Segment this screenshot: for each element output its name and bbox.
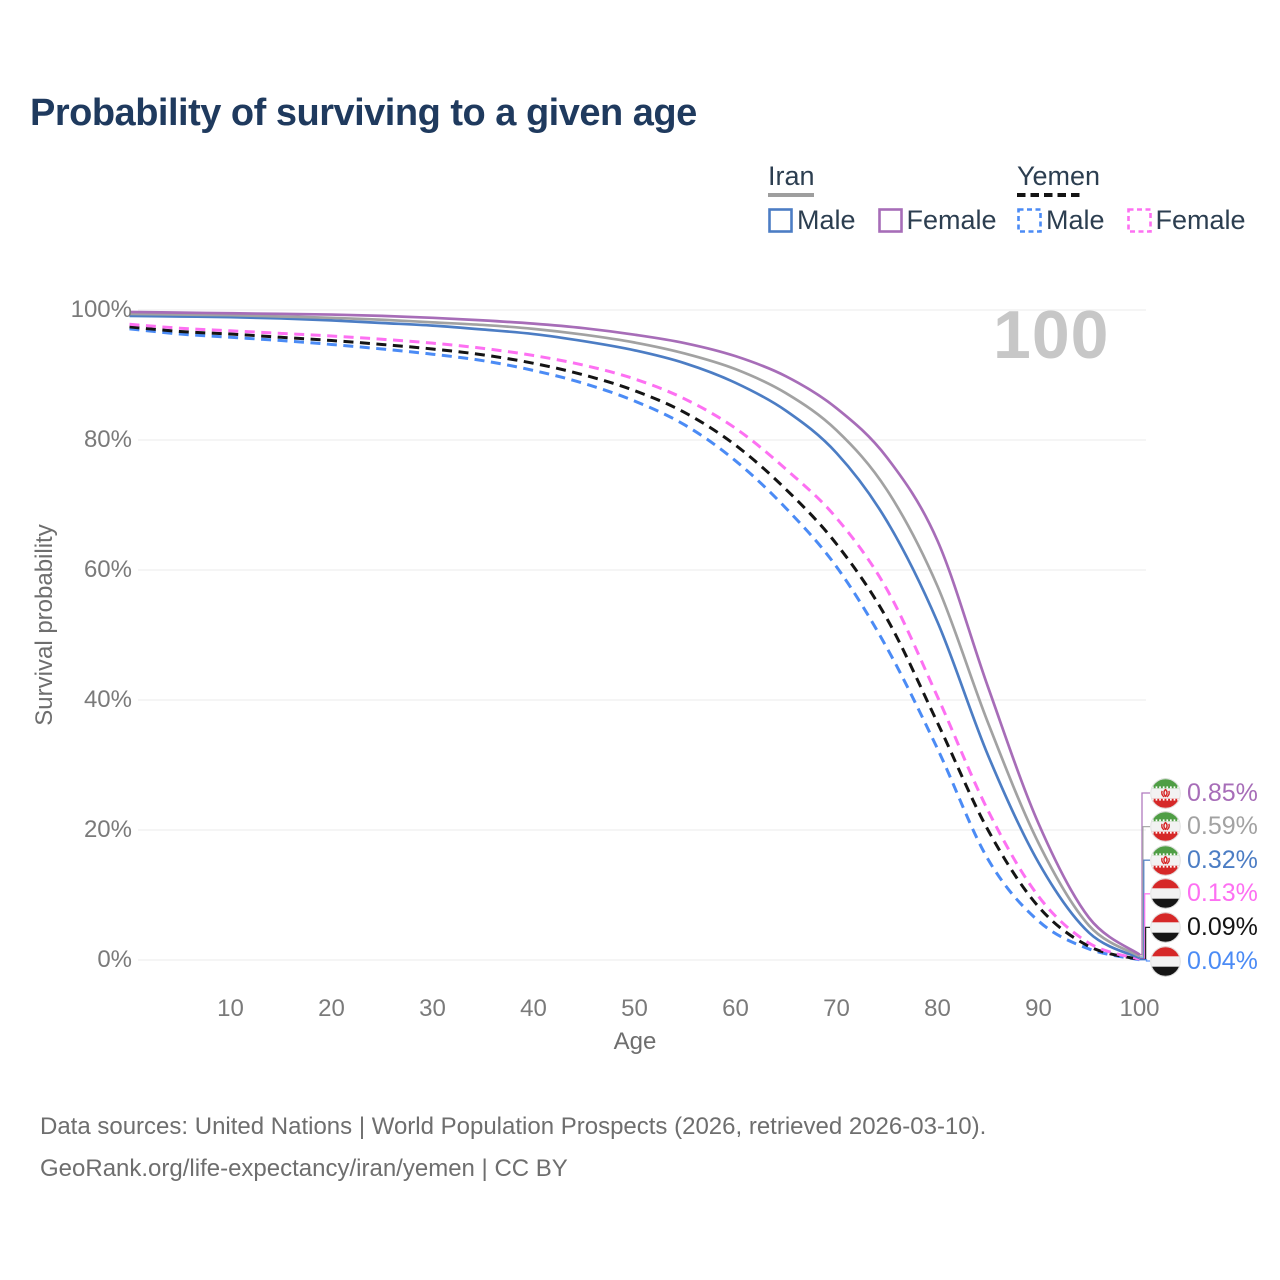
watermark-age-100: 100	[993, 297, 1110, 373]
legend-item-iran-male[interactable]: Male	[768, 205, 856, 236]
end-value-iran-male: 0.32%	[1187, 845, 1258, 874]
end-label-connector-iran-female	[1139, 792, 1150, 956]
legend-label-iran-male: Male	[797, 205, 856, 235]
legend-country-iran[interactable]: Iran	[768, 161, 815, 191]
end-label-connector-iran-male	[1139, 859, 1150, 959]
page-title: Probability of surviving to a given age	[30, 92, 697, 134]
legend-group-iran: Iran Male Female	[768, 162, 1019, 236]
x-axis-title: Age	[613, 1028, 657, 1055]
end-label-yemen-male: 0.04%	[1150, 945, 1258, 977]
x-tick-100: 100	[1119, 995, 1160, 1022]
x-tick-40: 40	[520, 995, 547, 1022]
legend-label-yemen-male: Male	[1046, 205, 1105, 235]
legend-country-yemen[interactable]: Yemen	[1017, 161, 1101, 191]
end-label-yemen-female: 0.13%	[1150, 878, 1258, 910]
legend-label-iran-female: Female	[906, 205, 997, 235]
end-label-iran-female: 0.85%	[1150, 777, 1258, 809]
end-label-iran-combined: 0.59%	[1150, 811, 1258, 843]
x-tick-20: 20	[318, 995, 345, 1022]
x-tick-90: 90	[1025, 995, 1052, 1022]
end-value-yemen-male: 0.04%	[1187, 946, 1258, 975]
iran-male-swatch-icon	[768, 208, 793, 233]
end-label-yemen-combined: 0.09%	[1150, 911, 1258, 943]
yemen-female-swatch-icon	[1126, 208, 1152, 233]
curve-yemen-male[interactable]	[129, 327, 1140, 962]
x-tick-80: 80	[924, 995, 951, 1022]
x-tick-70: 70	[823, 995, 850, 1022]
footer: Data sources: United Nations | World Pop…	[40, 1106, 986, 1190]
end-label-connector-iran-combined	[1139, 825, 1150, 957]
legend-item-iran-female[interactable]: Female	[877, 205, 997, 236]
y-tick-40: 40%	[83, 686, 132, 713]
legend-item-yemen-female[interactable]: Female	[1126, 205, 1246, 236]
x-tick-30: 30	[419, 995, 446, 1022]
footer-data-sources: Data sources: United Nations | World Pop…	[40, 1113, 987, 1140]
x-tick-10: 10	[217, 995, 244, 1022]
y-tick-0: 0%	[97, 946, 132, 973]
x-tick-50: 50	[621, 995, 648, 1022]
end-label-connector-yemen-female	[1139, 893, 1150, 960]
iran-flag-icon	[1150, 844, 1181, 876]
curve-iran-female[interactable]	[129, 310, 1141, 956]
iran-female-swatch-icon	[877, 208, 903, 233]
yemen-male-swatch-icon	[1017, 208, 1042, 233]
curve-yemen-combined[interactable]	[129, 325, 1140, 961]
footer-attribution-link[interactable]: GeoRank.org/life-expectancy/iran/yemen |…	[40, 1155, 568, 1182]
yemen-line-style-sample	[1017, 193, 1083, 197]
y-tick-20: 20%	[83, 816, 132, 843]
iran-line-style-sample	[768, 193, 814, 197]
curve-iran-combined[interactable]	[129, 312, 1141, 958]
end-value-yemen-combined: 0.09%	[1187, 912, 1258, 941]
x-tick-60: 60	[722, 995, 749, 1022]
legend-item-yemen-male[interactable]: Male	[1017, 205, 1105, 236]
legend-label-yemen-female: Female	[1155, 205, 1246, 235]
end-value-iran-female: 0.85%	[1187, 778, 1258, 807]
curve-iran-male[interactable]	[129, 314, 1141, 960]
y-tick-100: 100%	[70, 296, 132, 323]
curve-yemen-female[interactable]	[129, 322, 1140, 961]
end-label-connector-yemen-male	[1139, 959, 1150, 962]
yemen-flag-icon	[1150, 912, 1181, 943]
y-tick-80: 80%	[83, 426, 132, 453]
legend-group-yemen: Yemen Male Female	[1017, 162, 1268, 236]
iran-flag-icon	[1150, 777, 1181, 809]
y-tick-60: 60%	[83, 556, 132, 583]
iran-flag-icon	[1150, 811, 1181, 842]
end-value-yemen-female: 0.13%	[1187, 879, 1258, 908]
end-value-iran-combined: 0.59%	[1187, 812, 1258, 841]
yemen-flag-icon	[1150, 878, 1181, 910]
yemen-flag-icon	[1150, 945, 1181, 977]
end-label-iran-male: 0.32%	[1150, 844, 1258, 876]
